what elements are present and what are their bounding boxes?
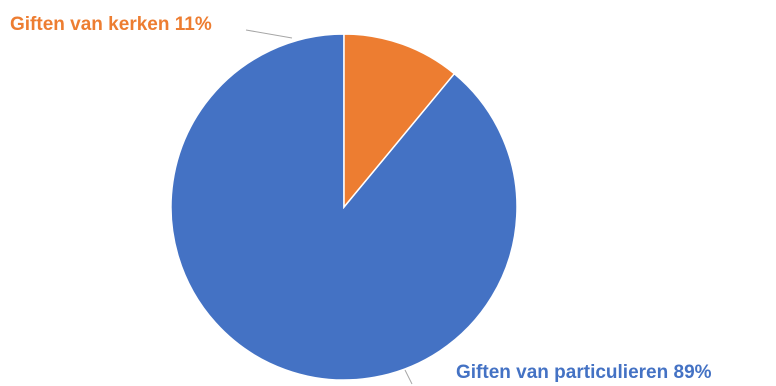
leader-lines — [245, 29, 413, 385]
leader-line-kerken — [245, 29, 293, 39]
slice-label-kerken: Giften van kerken 11% — [10, 14, 212, 35]
pie-slice-kerken — [343, 33, 456, 210]
slice-label-particulieren: Giften van particulieren 89% — [456, 362, 712, 383]
pie-slices — [170, 33, 518, 381]
leader-line-particulieren — [404, 369, 413, 385]
